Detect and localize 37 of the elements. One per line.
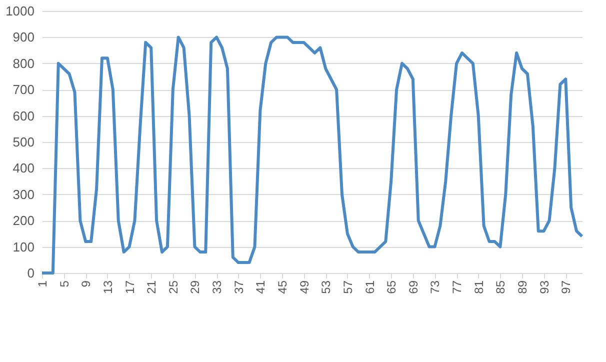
x-tick-label: 73 — [428, 280, 442, 294]
y-tick-label: 300 — [12, 186, 34, 202]
x-tick-label: 5 — [57, 280, 72, 288]
y-tick-label: 800 — [12, 56, 34, 71]
x-tick-label: 97 — [559, 280, 574, 294]
x-tick-label: 41 — [254, 280, 268, 294]
x-tick-label: 61 — [362, 280, 377, 294]
x-tick-label: 85 — [494, 280, 508, 294]
x-tick-label: 65 — [384, 280, 399, 294]
y-tick-label: 100 — [12, 239, 34, 254]
y-tick-label: 200 — [12, 213, 34, 228]
x-tick-label: 57 — [340, 280, 355, 294]
x-tick-label: 53 — [319, 280, 334, 294]
x-tick-label: 17 — [122, 280, 137, 294]
x-tick-label: 69 — [406, 280, 420, 294]
line-series — [40, 36, 584, 274]
x-tick-label: 45 — [276, 280, 290, 294]
x-tick-label: 49 — [297, 280, 312, 294]
y-tick-label: 700 — [12, 82, 34, 98]
y-tick-label: 600 — [12, 108, 34, 124]
x-tick-label: 1 — [36, 280, 50, 288]
x-tick-label: 13 — [100, 280, 115, 294]
x-tick-label: 25 — [166, 280, 180, 294]
y-tick-label: 400 — [12, 160, 34, 176]
y-tick-label: 500 — [12, 134, 34, 150]
x-tick-label: 89 — [516, 280, 530, 294]
x-tick-label: 93 — [537, 280, 552, 294]
y-tick-label: 900 — [12, 30, 34, 45]
x-tick-label: 21 — [144, 280, 159, 294]
x-tick-label: 33 — [210, 280, 224, 294]
x-tick-label: 37 — [232, 280, 246, 294]
y-tick-label: 1000 — [6, 4, 34, 18]
x-tick-label: 29 — [188, 280, 202, 294]
x-tick-label: 9 — [79, 280, 94, 288]
x-tick-label: 81 — [472, 280, 486, 294]
x-tick-label: 77 — [450, 280, 464, 294]
y-tick-label: 0 — [27, 266, 34, 280]
